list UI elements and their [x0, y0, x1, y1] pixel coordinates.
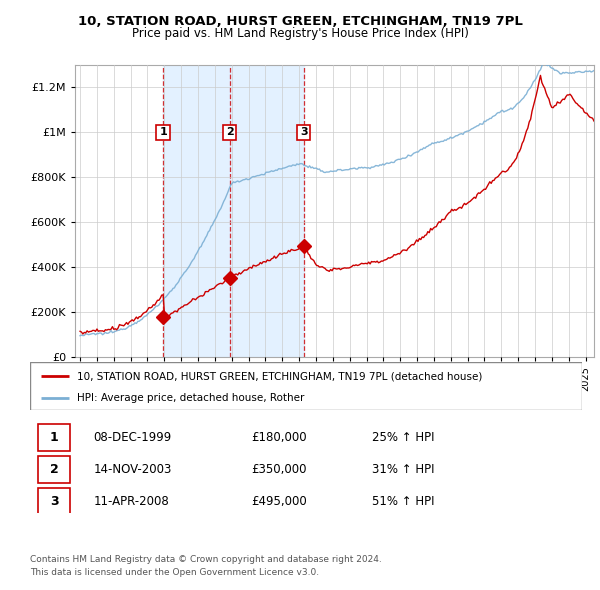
Text: 1: 1 — [159, 127, 167, 137]
Text: 2: 2 — [50, 463, 59, 476]
Text: £495,000: £495,000 — [251, 495, 307, 508]
Text: This data is licensed under the Open Government Licence v3.0.: This data is licensed under the Open Gov… — [30, 568, 319, 577]
Text: 3: 3 — [50, 495, 59, 508]
Text: 08-DEC-1999: 08-DEC-1999 — [94, 431, 172, 444]
Text: 25% ↑ HPI: 25% ↑ HPI — [372, 431, 435, 444]
Text: 2: 2 — [226, 127, 233, 137]
Text: Price paid vs. HM Land Registry's House Price Index (HPI): Price paid vs. HM Land Registry's House … — [131, 27, 469, 40]
Bar — [163, 65, 230, 357]
Text: £350,000: £350,000 — [251, 463, 307, 476]
Text: £180,000: £180,000 — [251, 431, 307, 444]
Text: HPI: Average price, detached house, Rother: HPI: Average price, detached house, Roth… — [77, 393, 304, 403]
Text: 31% ↑ HPI: 31% ↑ HPI — [372, 463, 435, 476]
Text: 10, STATION ROAD, HURST GREEN, ETCHINGHAM, TN19 7PL: 10, STATION ROAD, HURST GREEN, ETCHINGHA… — [77, 15, 523, 28]
Text: 51% ↑ HPI: 51% ↑ HPI — [372, 495, 435, 508]
Text: 1: 1 — [50, 431, 59, 444]
Text: 11-APR-2008: 11-APR-2008 — [94, 495, 169, 508]
Text: 14-NOV-2003: 14-NOV-2003 — [94, 463, 172, 476]
Text: 10, STATION ROAD, HURST GREEN, ETCHINGHAM, TN19 7PL (detached house): 10, STATION ROAD, HURST GREEN, ETCHINGHA… — [77, 371, 482, 381]
FancyBboxPatch shape — [38, 424, 70, 451]
FancyBboxPatch shape — [38, 488, 70, 515]
Bar — [230, 65, 304, 357]
Text: 3: 3 — [300, 127, 308, 137]
FancyBboxPatch shape — [38, 456, 70, 483]
Text: Contains HM Land Registry data © Crown copyright and database right 2024.: Contains HM Land Registry data © Crown c… — [30, 555, 382, 564]
